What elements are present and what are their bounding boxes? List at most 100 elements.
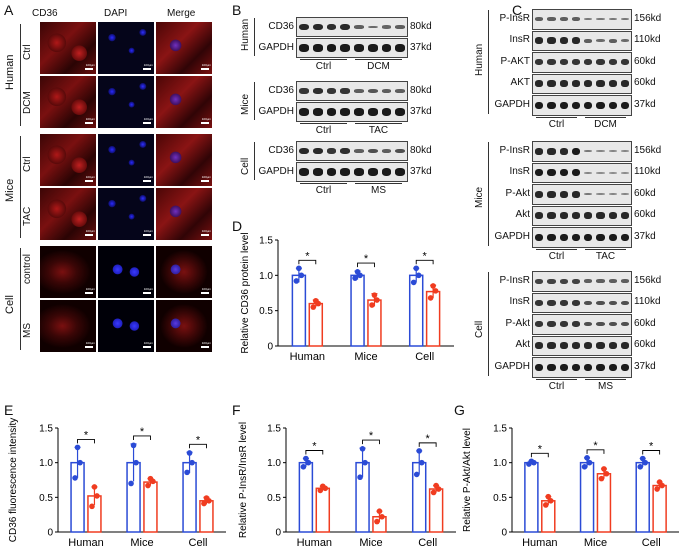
data-point (357, 474, 363, 481)
micrograph-image: 100μm (40, 188, 96, 240)
blot-band (559, 212, 568, 220)
condition-label: Ctrl (548, 380, 565, 392)
data-point (312, 297, 319, 304)
mw-label: 80kd (410, 144, 432, 156)
blot-group-bracket (254, 142, 255, 180)
condition-underline (355, 183, 402, 184)
blot-band (571, 169, 580, 177)
data-point (354, 269, 361, 275)
blot-band (312, 44, 323, 52)
mw-label: 37kd (634, 98, 656, 110)
x-tick-label: Mice (584, 537, 607, 549)
blot-band (608, 38, 617, 43)
blot-band (596, 193, 605, 196)
y-tick-label: 0 (275, 528, 281, 539)
protein-label: CD36 (268, 84, 294, 96)
significance-star: * (369, 430, 374, 442)
condition-label: TAC (595, 250, 616, 262)
blot-band (547, 17, 556, 22)
mw-label: 37kd (634, 360, 656, 372)
y-tick-label: 1.5 (493, 424, 507, 435)
bar-ctrl-mice (350, 274, 365, 347)
blot-strip (532, 292, 632, 313)
data-point (298, 272, 305, 279)
condition-label: Ctrl (548, 250, 565, 262)
blot-band (620, 363, 629, 371)
x-tick-label: Mice (359, 537, 382, 549)
x-tick-label: Human (68, 537, 103, 549)
blot-band (326, 168, 337, 176)
data-point (410, 279, 417, 286)
condition-label: MS (371, 185, 386, 196)
bar-treatment-cell (652, 484, 667, 533)
blot-band (608, 171, 617, 174)
blot-band (596, 363, 605, 371)
mw-label: 60kd (634, 317, 656, 329)
blot-strip (296, 141, 408, 161)
significance-star: * (593, 440, 598, 452)
blot-band (547, 212, 556, 220)
blot-band (571, 17, 580, 22)
blot-band (535, 59, 544, 66)
bar-ctrl-mice (579, 461, 595, 533)
micrograph-image: 100μm (98, 246, 154, 298)
data-point (203, 495, 210, 501)
blot-band (299, 147, 309, 155)
condition-underline (585, 248, 626, 250)
scale-bar-label: 100μm (85, 287, 95, 291)
blot-band (547, 190, 556, 198)
blot-band (367, 44, 378, 52)
significance-bracket (77, 438, 95, 444)
blot-strip (296, 81, 408, 101)
significance-bracket (586, 449, 605, 454)
protein-label: GAPDH (258, 105, 294, 117)
blot-band (535, 321, 544, 328)
panel-a: CD36 DAPI Merge (24, 0, 234, 370)
y-axis-label: Relative P-InsR/InsR level (238, 422, 249, 538)
blot-band (596, 342, 605, 350)
bar-ctrl-human (298, 461, 314, 533)
scale-bar (143, 346, 151, 348)
blot-band (584, 342, 593, 350)
blot-band (584, 150, 593, 153)
blot-band (596, 279, 605, 284)
blot-strip (532, 184, 632, 205)
data-point (433, 482, 439, 489)
blot-band (620, 171, 629, 174)
blot-band (620, 80, 629, 88)
x-tick-label: Mice (354, 351, 377, 363)
protein-label: AKT (510, 77, 530, 89)
data-point (376, 508, 383, 514)
blot-strip (296, 102, 408, 122)
scale-bar (85, 292, 93, 294)
x-tick-label: Human (522, 537, 557, 549)
data-point (586, 459, 593, 466)
data-point (72, 475, 78, 481)
condition-underline (585, 378, 626, 380)
group-label: Cell (4, 295, 16, 314)
panel-g-letter: G (454, 402, 465, 418)
group-label: Mice (4, 178, 16, 202)
x-tick-label: Cell (189, 537, 208, 549)
condition-label: Ctrl (315, 61, 332, 72)
blot-band (547, 59, 556, 66)
data-point (352, 275, 358, 281)
micrograph-image: 100μm (98, 188, 154, 240)
condition-label: DCM (367, 61, 390, 72)
panel-a-letter: A (4, 2, 14, 18)
y-axis-label: CD36 fluorescence intensity (8, 418, 19, 543)
data-point (413, 471, 420, 478)
blot-band (584, 171, 593, 174)
blot-band (547, 363, 556, 371)
micrograph-image: 100μm (98, 76, 154, 128)
blot-band (608, 363, 617, 371)
blot-band (340, 23, 350, 31)
significance-star: * (649, 441, 654, 453)
significance-bracket (357, 262, 375, 268)
blot-band (299, 108, 309, 116)
blot-group-bracket (254, 82, 255, 120)
blot-band (608, 322, 617, 327)
bar-ctrl-cell (635, 461, 650, 533)
scale-bar (201, 68, 209, 70)
panel-c-letter: C (512, 2, 523, 18)
